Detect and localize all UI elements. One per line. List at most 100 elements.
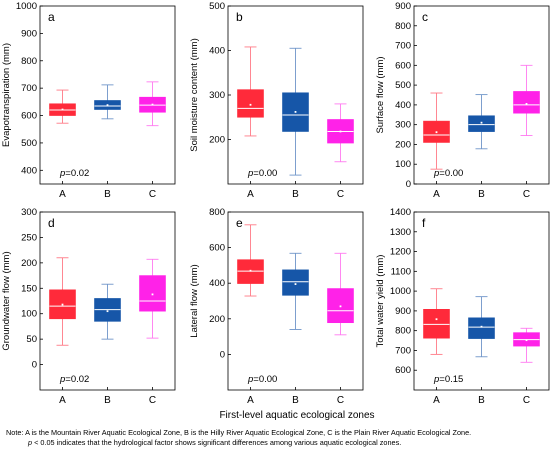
panel-letter: f <box>422 216 426 230</box>
y-tick-label: 500 <box>209 1 225 12</box>
figure-note: Note: A is the Mountain River Aquatic Ec… <box>6 428 546 447</box>
y-tick-label: 800 <box>395 326 411 337</box>
x-tick-label: C <box>337 189 344 200</box>
y-tick-label: 400 <box>209 278 225 289</box>
mean-marker <box>61 303 64 306</box>
box-A <box>49 89 76 124</box>
x-tick-label: C <box>149 395 156 406</box>
y-tick-label: 600 <box>21 111 37 122</box>
x-tick-label: A <box>433 395 440 406</box>
x-tick-label: C <box>149 189 156 200</box>
x-tick-label: B <box>292 189 299 200</box>
p-value: =0.15 <box>439 374 463 385</box>
y-axis-label: Total water yield (mm) <box>375 255 386 348</box>
x-tick-label: B <box>478 189 485 200</box>
box-A <box>423 288 450 355</box>
mean-marker <box>339 305 342 308</box>
y-tick-label: 900 <box>395 1 411 12</box>
y-tick-label: 300 <box>395 120 411 131</box>
y-tick-label: 600 <box>209 243 225 254</box>
mean-marker <box>480 121 483 124</box>
y-tick-label: 800 <box>21 56 37 67</box>
box-C <box>139 81 166 127</box>
mean-marker <box>151 293 154 296</box>
box-A <box>49 257 76 346</box>
panel-letter: e <box>236 216 243 230</box>
panel-letter: d <box>48 216 55 230</box>
p-value-label: p=0.00 <box>247 168 277 179</box>
box-iqr <box>423 309 450 339</box>
box-C <box>513 64 540 136</box>
p-value-label: p=0.00 <box>247 374 277 385</box>
box-B <box>282 47 309 176</box>
y-tick-label: 1200 <box>390 247 411 258</box>
box-iqr <box>282 269 309 296</box>
y-tick-label: 200 <box>395 139 411 150</box>
panel-d: 0 50 100 150 200 250 300 Groundwater flow (mm) d… <box>1 207 176 406</box>
box-iqr <box>237 89 264 118</box>
y-tick-label: 0 <box>32 360 37 371</box>
y-tick-label: 500 <box>21 138 37 149</box>
mean-marker <box>151 103 154 106</box>
p-value-label: p=0.00 <box>433 168 463 179</box>
x-tick-label: A <box>247 395 254 406</box>
y-tick-label: 100 <box>21 309 37 320</box>
x-tick-label: C <box>523 395 530 406</box>
note-line-2: p < 0.05 indicates that the hydrological… <box>6 438 546 448</box>
y-tick-label: 250 <box>21 232 37 243</box>
panel-f: 600 700 800 900 1000 1100 1200 1300 1400 Total wa… <box>375 207 550 406</box>
mean-marker <box>525 103 528 105</box>
y-tick-label: 1400 <box>390 207 411 218</box>
x-tick-label: C <box>523 189 530 200</box>
panel-letter: c <box>422 10 428 24</box>
x-tick-label: B <box>104 395 111 406</box>
y-tick-label: 1100 <box>391 266 411 277</box>
y-tick-label: 100 <box>395 159 411 170</box>
x-tick-label: A <box>433 189 440 200</box>
x-tick-label: A <box>59 189 66 200</box>
y-tick-label: 900 <box>395 306 411 317</box>
mean-marker <box>525 339 528 342</box>
box-iqr <box>139 275 166 312</box>
box-A <box>237 46 264 137</box>
note-line-1: Note: A is the Mountain River Aquatic Ec… <box>6 428 472 437</box>
y-axis-label: Surface flow (mm) <box>375 56 386 133</box>
p-symbol: p <box>59 168 65 179</box>
box-B <box>94 84 121 120</box>
y-tick-label: 1000 <box>16 1 37 12</box>
box-A <box>237 224 264 297</box>
y-tick-label: 0 <box>220 349 225 360</box>
panel-e: 0 200 400 600 800 Lateral flow (mm) e A B Cp=0.00 <box>189 207 364 406</box>
box-C <box>139 258 166 339</box>
p-value-label: p=0.02 <box>59 374 89 385</box>
box-iqr <box>513 91 540 114</box>
y-axis-label: Evapotranspiration (mm) <box>1 43 12 147</box>
box-B <box>468 296 495 358</box>
mean-marker <box>106 310 109 313</box>
box-iqr <box>468 317 495 339</box>
note-line-2-text: < 0.05 indicates that the hydrological f… <box>32 437 402 447</box>
box-A <box>423 92 450 170</box>
mean-marker <box>294 111 297 113</box>
y-tick-label: 700 <box>21 83 37 94</box>
y-tick-label: 400 <box>209 46 225 57</box>
x-tick-label: A <box>247 189 254 200</box>
y-tick-label: 700 <box>395 41 411 52</box>
y-tick-label: 1300 <box>390 227 411 238</box>
p-value: =0.02 <box>65 374 89 385</box>
p-symbol: p <box>433 168 439 179</box>
y-axis-label: Groundwater flow (mm) <box>1 251 12 350</box>
y-tick-label: 500 <box>395 80 411 91</box>
mean-marker <box>435 318 438 321</box>
y-tick-label: 600 <box>395 60 411 71</box>
mean-marker <box>294 283 297 285</box>
box-B <box>468 94 495 150</box>
mean-marker <box>249 103 252 106</box>
y-axis-label: Lateral flow (mm) <box>189 264 200 337</box>
y-tick-label: 600 <box>395 365 411 376</box>
p-symbol: p <box>59 374 65 385</box>
panel-c: 0 100 200 300 400 500 600 700 800 900 Surface flow… <box>375 1 550 200</box>
p-symbol: p <box>433 374 439 385</box>
x-tick-label: B <box>478 395 485 406</box>
y-tick-label: 200 <box>209 135 225 146</box>
